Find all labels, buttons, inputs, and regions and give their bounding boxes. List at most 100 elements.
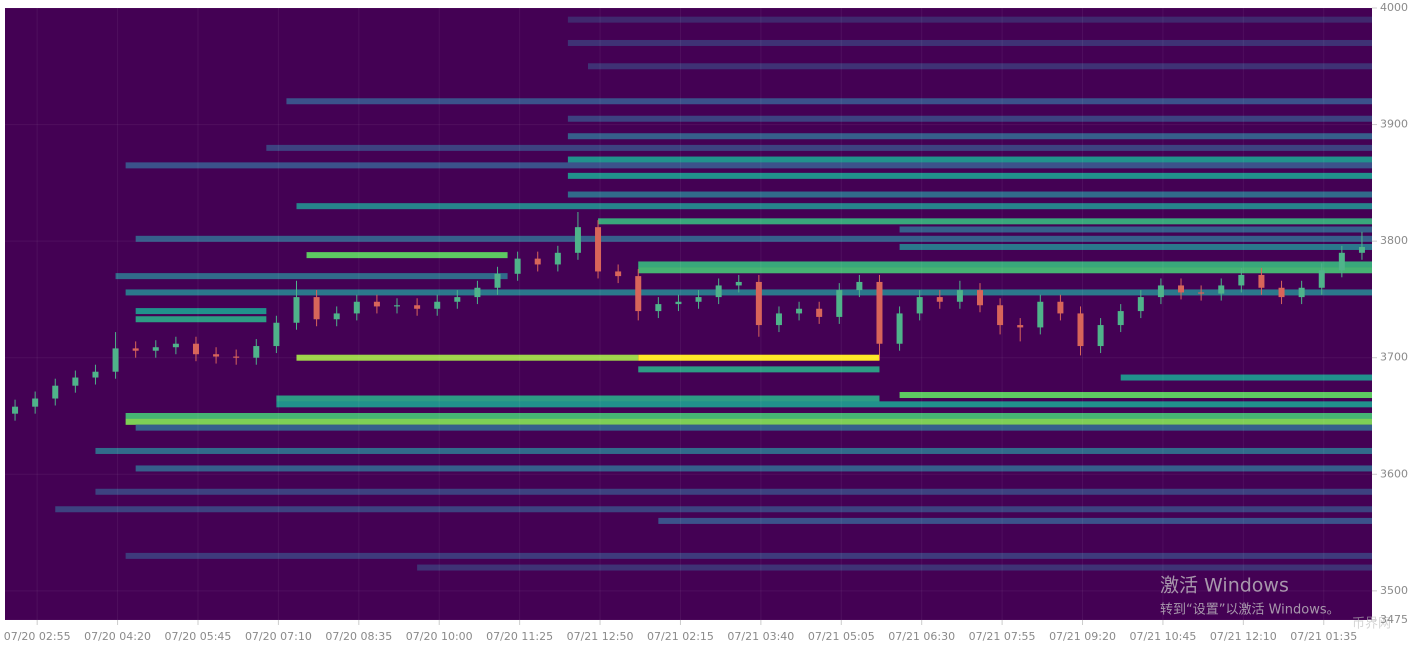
candle-body xyxy=(1298,287,1305,298)
candle-body xyxy=(373,301,380,307)
y-tick-label: 3475 xyxy=(1380,613,1408,626)
liquidation-band xyxy=(567,16,1372,23)
candle-body xyxy=(1017,325,1024,328)
x-tick-label: 07/20 07:10 xyxy=(245,630,312,643)
liquidation-band xyxy=(598,218,1372,225)
candle-body xyxy=(916,297,923,314)
x-tick-label: 07/21 01:35 xyxy=(1290,630,1357,643)
candle-body xyxy=(394,305,401,307)
candle-body xyxy=(1157,285,1164,298)
candle-body xyxy=(615,271,622,277)
candle-body xyxy=(896,313,903,344)
candle-body xyxy=(213,354,220,357)
candle-body xyxy=(675,301,682,305)
candle-body xyxy=(333,313,340,320)
candle-body xyxy=(1077,313,1084,347)
liquidation-band xyxy=(95,447,1372,454)
y-tick-label: 3900 xyxy=(1380,118,1408,131)
candle-body xyxy=(414,305,421,309)
candle-body xyxy=(1097,325,1104,347)
liquidation-band xyxy=(567,115,1372,122)
x-tick-label: 07/20 08:35 xyxy=(325,630,392,643)
liquidation-band xyxy=(125,289,1372,296)
candle-body xyxy=(1178,285,1185,293)
candle-body xyxy=(132,348,139,351)
liquidation-band xyxy=(899,392,1372,399)
candle-body xyxy=(1238,274,1245,286)
liquidation-band xyxy=(899,243,1372,250)
candle-body xyxy=(72,377,79,386)
candle-body xyxy=(152,347,159,351)
liquidation-band xyxy=(567,191,1372,198)
liquidation-band xyxy=(1120,374,1372,381)
liquidation-band xyxy=(135,465,1373,472)
candle-body xyxy=(32,398,39,407)
x-tick-label: 07/20 04:20 xyxy=(84,630,151,643)
candle-body xyxy=(715,285,722,298)
candle-body xyxy=(856,281,863,291)
candle-body xyxy=(997,305,1004,326)
x-tick-label: 07/21 06:30 xyxy=(888,630,955,643)
candle-body xyxy=(554,252,561,265)
candle-body xyxy=(454,297,461,302)
candle-body xyxy=(253,346,260,358)
liquidation-band xyxy=(95,488,1372,495)
liquidation-band xyxy=(125,418,1372,425)
x-tick-label: 07/21 03:40 xyxy=(727,630,794,643)
liquidation-band xyxy=(587,63,1372,70)
candle-body xyxy=(1037,301,1044,328)
liquidation-band xyxy=(899,226,1372,233)
liquidation-band xyxy=(276,395,880,402)
y-tick-label: 3800 xyxy=(1380,234,1408,247)
candle-body xyxy=(1218,285,1225,294)
candle-body xyxy=(595,227,602,272)
x-tick-label: 07/21 05:05 xyxy=(808,630,875,643)
y-tick-label: 3700 xyxy=(1380,351,1408,364)
x-tick-label: 07/20 10:00 xyxy=(406,630,473,643)
x-tick-label: 07/20 05:45 xyxy=(165,630,232,643)
liquidation-band xyxy=(296,354,639,361)
y-tick-label: 3500 xyxy=(1380,584,1408,597)
candle-body xyxy=(956,290,963,302)
x-tick-label: 07/21 10:45 xyxy=(1129,630,1196,643)
liquidation-band xyxy=(115,273,508,280)
candle-body xyxy=(635,276,642,312)
candle-body xyxy=(755,281,762,326)
liquidation-band xyxy=(125,552,1372,559)
candle-body xyxy=(574,227,581,253)
candle-body xyxy=(494,273,501,288)
x-tick-label: 07/20 11:25 xyxy=(486,630,553,643)
candle-body xyxy=(293,297,300,323)
liquidation-band xyxy=(567,133,1372,140)
candle-body xyxy=(695,297,702,302)
liquidation-band xyxy=(135,424,1373,431)
candle-body xyxy=(876,281,883,344)
candle-body xyxy=(92,371,99,378)
x-tick-label: 07/21 07:55 xyxy=(969,630,1036,643)
candle-body xyxy=(836,290,843,317)
candle-body xyxy=(313,297,320,320)
liquidation-band xyxy=(638,267,1372,274)
candle-body xyxy=(112,348,119,372)
x-tick-label: 07/21 12:10 xyxy=(1210,630,1277,643)
candle-body xyxy=(1278,287,1285,298)
liquidation-band xyxy=(135,235,1373,242)
candle-body xyxy=(474,287,481,298)
candle-body xyxy=(816,308,823,317)
candle-body xyxy=(233,356,240,358)
candle-body xyxy=(655,304,662,312)
logo: 币界网 xyxy=(1352,617,1391,632)
candle-body xyxy=(1358,246,1365,253)
y-tick-label: 3600 xyxy=(1380,467,1408,480)
candle-body xyxy=(534,258,541,265)
candle-body xyxy=(1117,311,1124,326)
candle-body xyxy=(936,297,943,302)
candle-body xyxy=(434,301,441,309)
candle-body xyxy=(976,290,983,306)
candle-body xyxy=(735,281,742,286)
y-tick-label: 4000 xyxy=(1380,1,1408,14)
liquidation-band xyxy=(638,366,880,373)
liquidation-band xyxy=(567,172,1372,179)
liquidation-band xyxy=(286,98,1372,105)
